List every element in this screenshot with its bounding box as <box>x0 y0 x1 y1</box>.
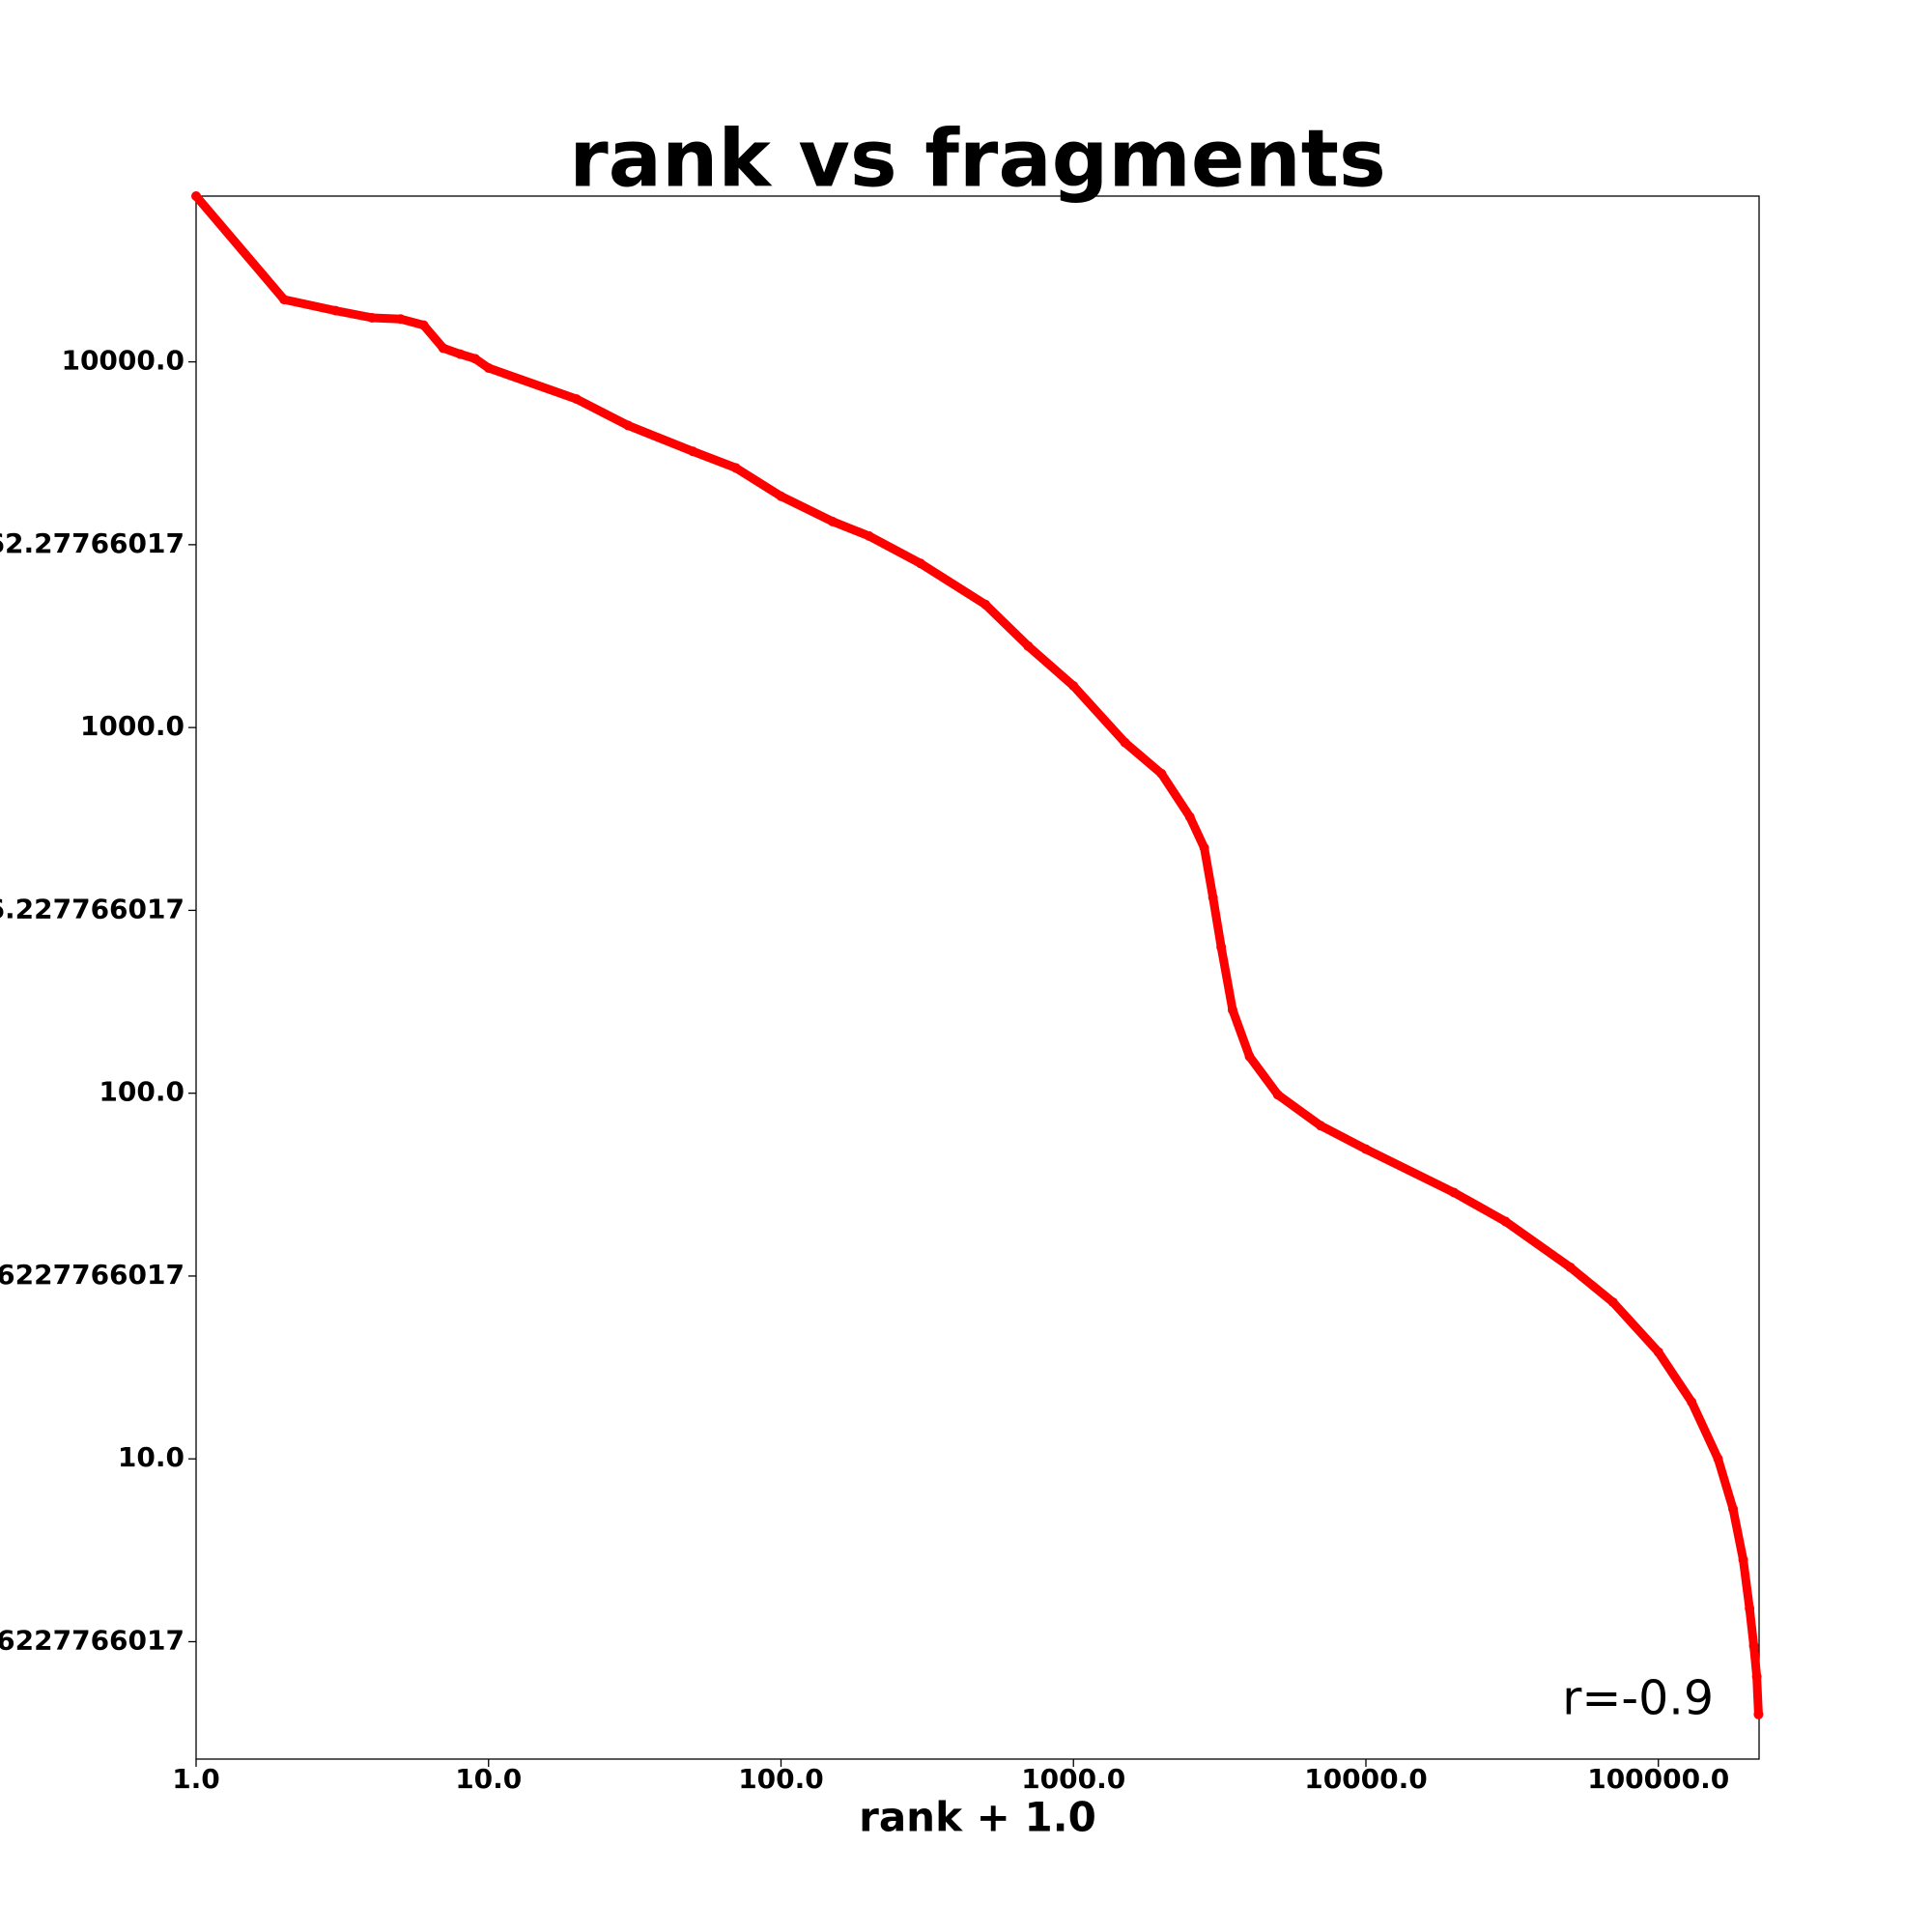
y-tick-label: 10.0 <box>118 1441 185 1473</box>
point <box>571 394 582 405</box>
point <box>1199 842 1209 853</box>
x-tick-label: 100000.0 <box>1587 1763 1729 1795</box>
point <box>395 314 406 325</box>
point <box>367 312 378 323</box>
y-tick-label: 1000.0 <box>80 710 185 742</box>
y-tick-label: 3162.27766017 <box>0 527 185 559</box>
point <box>1449 1187 1460 1198</box>
point <box>1745 1604 1755 1614</box>
point <box>1713 1454 1723 1464</box>
point <box>1653 1347 1663 1357</box>
point <box>623 420 634 431</box>
point <box>1751 1671 1762 1682</box>
point <box>1738 1554 1748 1565</box>
x-tick-label: 1000.0 <box>1021 1763 1125 1795</box>
point <box>279 295 290 305</box>
point <box>1728 1503 1739 1514</box>
point <box>469 354 480 364</box>
point <box>438 343 448 354</box>
x-tick-label: 10000.0 <box>1304 1763 1428 1795</box>
y-tick-label: 3.16227766017 <box>0 1624 185 1656</box>
point <box>418 320 429 330</box>
point <box>1208 893 1218 903</box>
point <box>483 362 494 373</box>
y-tick-label: 10000.0 <box>61 345 185 377</box>
point <box>827 516 838 526</box>
point <box>1748 1640 1759 1651</box>
point <box>330 305 341 316</box>
point <box>1500 1216 1511 1227</box>
point <box>455 349 466 359</box>
point <box>1156 768 1167 779</box>
y-tick-label: 31.6227766017 <box>0 1259 185 1291</box>
trend-curve <box>191 191 1763 1719</box>
y-tick-label: 100.0 <box>99 1076 185 1108</box>
point <box>915 558 925 569</box>
point <box>776 491 786 501</box>
point <box>864 530 874 541</box>
point <box>1068 681 1079 692</box>
point <box>1753 1709 1764 1719</box>
point <box>191 191 201 201</box>
annotation: r=-0.9 <box>1562 1671 1714 1726</box>
point <box>1565 1262 1576 1272</box>
y-tick-label: 316.227766017 <box>0 893 185 924</box>
point <box>1244 1051 1255 1062</box>
chart-title: rank vs fragments <box>569 113 1386 205</box>
x-tick-label: 1.0 <box>172 1763 220 1795</box>
point <box>1023 640 1034 651</box>
point <box>1184 811 1195 822</box>
point <box>1360 1144 1371 1154</box>
point <box>1216 942 1227 952</box>
point <box>1607 1297 1618 1308</box>
point <box>1227 1005 1237 1015</box>
point <box>980 599 991 610</box>
point <box>1272 1090 1283 1100</box>
point <box>1316 1121 1326 1131</box>
x-tick-label: 100.0 <box>738 1763 824 1795</box>
point <box>1687 1397 1697 1407</box>
x-axis-label: rank + 1.0 <box>859 1794 1096 1841</box>
point <box>688 446 698 457</box>
plot-frame <box>195 195 1760 1760</box>
x-tick-label: 10.0 <box>455 1763 522 1795</box>
point <box>730 463 741 473</box>
point <box>1120 737 1130 748</box>
